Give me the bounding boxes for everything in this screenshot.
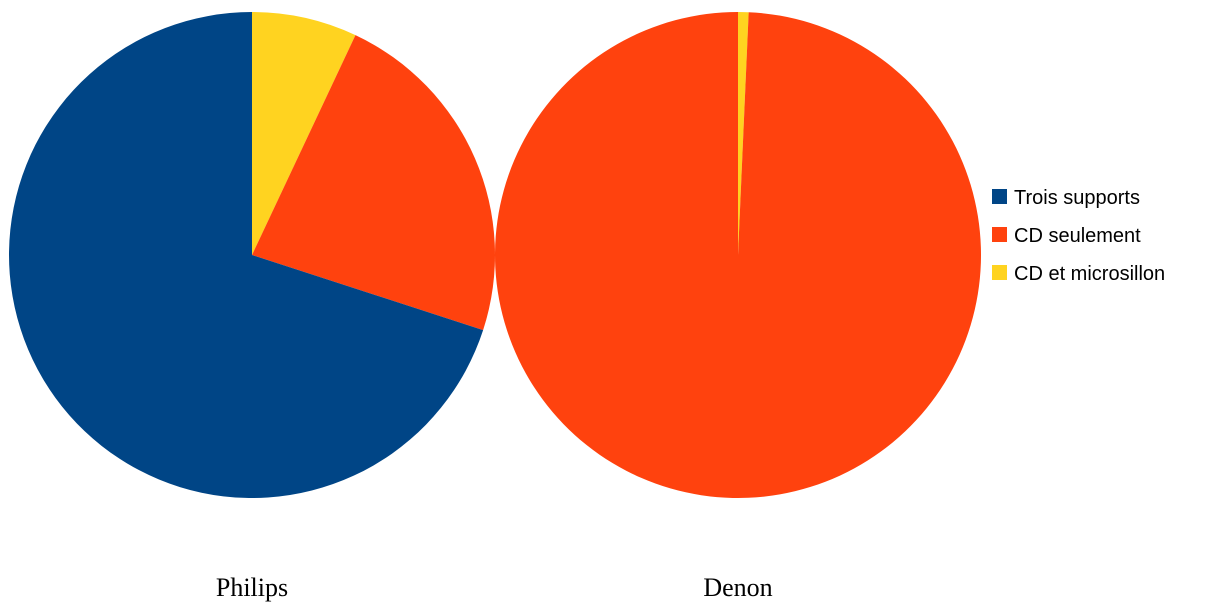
legend-swatch-cd-seulement bbox=[992, 227, 1007, 242]
pie-slice-denon-cd-seulement bbox=[495, 12, 981, 498]
pie-slice-philips-trois-supports bbox=[8, 12, 484, 499]
pie-slice-denon-cd-et-microsillon bbox=[738, 12, 749, 255]
legend-label-cd-seulement: CD seulement bbox=[1014, 225, 1141, 247]
pie-caption-denon: Denon bbox=[703, 573, 772, 602]
legend-swatch-trois-supports bbox=[992, 189, 1007, 204]
pie-slice-philips-cd-et-microsillon bbox=[252, 12, 356, 255]
pie-caption-philips: Philips bbox=[216, 573, 288, 602]
pie-slice-philips-cd-seulement bbox=[252, 35, 495, 331]
legend: Trois supports CD seulement CD et microsil… bbox=[992, 187, 1165, 285]
legend-label-cd-et-microsillon: CD et microsillon bbox=[1014, 263, 1165, 285]
legend-swatch-cd-et-microsillon bbox=[992, 265, 1007, 280]
legend-label-trois-supports: Trois supports bbox=[1014, 187, 1140, 209]
